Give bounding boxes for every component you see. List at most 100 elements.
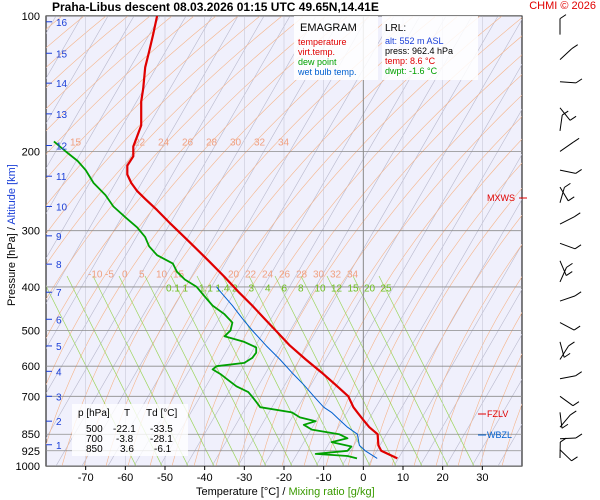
mixing-ratio-label: 6 <box>282 283 288 294</box>
isotherm-label: -10 <box>88 269 103 280</box>
x-tick-label: 30 <box>476 472 488 484</box>
altitude-tick-label: 4 <box>56 367 62 378</box>
altitude-tick-label: 6 <box>56 315 62 326</box>
moist-adiabat-line <box>303 116 522 466</box>
lrl-press: press: 962.4 hPa <box>385 46 453 56</box>
table-header-p: p [hPa] <box>78 408 110 419</box>
isotherm-label: 32 <box>330 269 342 280</box>
moist-adiabat-line <box>0 16 18 466</box>
background-grid <box>0 16 600 466</box>
mixing-ratio-label: 25 <box>381 283 393 294</box>
moist-adiabat-line <box>325 138 522 466</box>
moist-adiabat-line <box>568 16 600 466</box>
lrl-temp: temp: 8.6 °C <box>385 56 436 66</box>
moist-adiabat-line <box>46 16 173 132</box>
legend-dew-point: dew point <box>298 57 337 67</box>
mixing-ratio-label: 1.1 <box>199 283 213 294</box>
y-tick-label: 100 <box>22 11 40 23</box>
moist-adiabat-line <box>46 16 305 300</box>
copyright-label: CHMI © 2026 <box>529 0 596 12</box>
isotherm-label: 26 <box>279 269 291 280</box>
wind-barb-flag <box>560 437 567 443</box>
moist-adiabat-line <box>46 16 195 155</box>
x-tick-label: -70 <box>78 472 94 484</box>
y-tick-label: 400 <box>22 282 40 294</box>
mixing-ratio-label: 4 <box>265 283 271 294</box>
axes: -70 -60 -50 -40 -30 -20 -10 0 10 20 30100200300400… <box>16 11 489 484</box>
x-tick-label: -10 <box>316 472 332 484</box>
x-axis-temperature-label: Temperature [°C] <box>196 486 280 498</box>
wind-barb-staff <box>559 322 575 331</box>
dry-adiabat-line <box>471 378 522 466</box>
moist-adiabat-line <box>46 16 239 206</box>
table-row-td: -33.5 <box>150 424 173 435</box>
moist-adiabat-line <box>46 16 283 266</box>
mixing-ratio-label: 3 <box>249 283 255 294</box>
legend-wet-bulb: wet bulb temp. <box>297 67 357 77</box>
isotherm-label: 15 <box>70 138 82 149</box>
wind-barb-flag <box>572 137 580 143</box>
wind-barb-staff <box>559 395 574 407</box>
wind-barb-staff <box>559 114 563 131</box>
moist-adiabat-line <box>524 16 600 466</box>
moist-adiabat-line <box>46 16 151 110</box>
dry-adiabat-line <box>341 153 522 466</box>
isotherm-label: 15 <box>173 269 185 280</box>
moist-adiabat-line <box>46 16 129 89</box>
x-tick-label: -40 <box>197 472 213 484</box>
wind-barb-flag <box>575 78 583 84</box>
level-table: p [hPa] T Td [°C] 500 -22.1 -33.5 700 -3… <box>72 404 188 456</box>
y-tick-label: 500 <box>22 326 40 338</box>
isotherm-label: 0 <box>122 269 128 280</box>
isotherm-label: 22 <box>134 138 146 149</box>
wind-barb-staff <box>559 216 575 225</box>
legend: EMAGRAM temperature virt.temp. dew point… <box>294 16 378 80</box>
dry-adiabat-line <box>524 16 600 466</box>
wind-barb-staff <box>559 141 574 152</box>
mixing-ratio-label: 12 <box>331 283 343 294</box>
altitude-tick-label: 10 <box>56 202 68 213</box>
altitude-tick-label: 11 <box>56 172 67 183</box>
dry-adiabat-line <box>289 63 522 466</box>
wind-barb-flag <box>568 341 575 347</box>
moist-adiabat-line <box>46 16 349 386</box>
wind-barb-staff <box>559 345 569 360</box>
dry-adiabat-line <box>367 198 522 466</box>
wind-barb-staff <box>559 107 571 121</box>
wind-barb-staff <box>559 81 576 84</box>
altitude-tick-label: 16 <box>56 18 68 29</box>
series-dew-point-line <box>53 140 358 460</box>
isotherm-label: 5 <box>139 269 145 280</box>
altitude-tick-label: 14 <box>56 79 68 90</box>
wind-barb-staff <box>559 242 576 250</box>
dry-adiabat-line <box>46 16 161 214</box>
altitude-tick-label: 7 <box>56 288 62 299</box>
dry-adiabat-line <box>46 16 135 169</box>
isotherm-label: 34 <box>347 269 359 280</box>
dry-adiabat-line <box>159 16 421 466</box>
table-row-p: 700 <box>86 434 103 445</box>
moist-adiabat-line <box>259 74 522 466</box>
wind-barb-staff <box>559 169 576 174</box>
wind-barb-staff <box>559 414 571 428</box>
isotherm-label: 28 <box>296 269 308 280</box>
wind-barb-staff <box>559 260 567 276</box>
dry-adiabat-line <box>576 16 600 466</box>
dry-adiabat-line <box>55 16 317 466</box>
altitude-tick-label: 8 <box>56 260 62 271</box>
x-tick-label: 20 <box>437 472 449 484</box>
isotherm-label: 30 <box>313 269 325 280</box>
legend-title: EMAGRAM <box>300 22 357 34</box>
lrl-dwpt: dwpt: -1.6 °C <box>385 66 438 76</box>
wind-barb-flag <box>561 110 569 116</box>
wind-barb-staff <box>559 375 576 380</box>
wind-barb-staff <box>559 341 565 358</box>
wind-barb-flag <box>567 196 575 202</box>
wind-barb-flag <box>574 244 582 250</box>
moist-adiabat-line <box>391 215 522 466</box>
wbzl-label: WBZL <box>487 430 512 440</box>
wind-barb-staff <box>559 186 569 202</box>
dry-adiabat-line <box>393 243 522 466</box>
altitude-tick-label: 13 <box>56 110 68 121</box>
mixing-ratio-label: 15 <box>348 283 360 294</box>
